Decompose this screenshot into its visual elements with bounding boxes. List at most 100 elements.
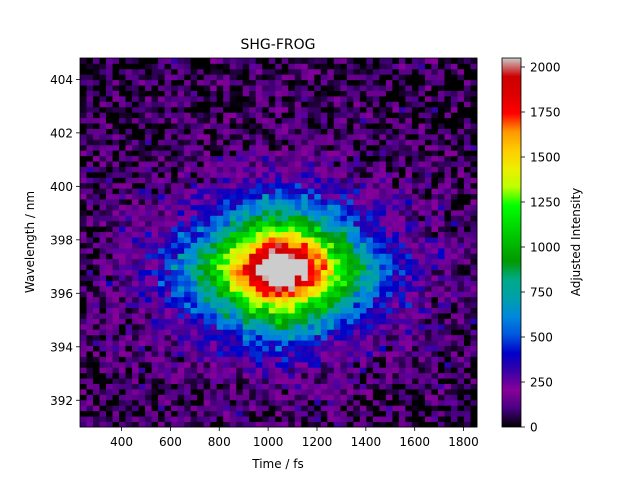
heatmap-cell [411,188,419,195]
heatmap-cell [418,313,426,319]
heatmap-cell [125,166,133,173]
heatmap-cell [353,307,361,314]
heatmap-cell [320,264,328,271]
heatmap-cell [359,182,367,189]
heatmap-cell [151,123,159,129]
heatmap-cell [431,361,439,368]
heatmap-cell [255,139,263,146]
heatmap-cell [242,361,250,368]
heatmap-cell [301,389,309,395]
heatmap-cell [86,296,94,303]
heatmap-cell [411,204,419,211]
heatmap-cell [327,269,335,276]
heatmap-cell [333,106,341,113]
heatmap-cell [288,139,296,146]
heatmap-cell [320,150,328,157]
heatmap-cell [307,117,315,124]
heatmap-cell [353,226,361,233]
heatmap-cell [411,340,419,347]
heatmap-cell [457,95,465,102]
heatmap-cell [457,253,465,260]
heatmap-cell [294,285,302,292]
heatmap-cell [197,410,205,417]
heatmap-cell [307,405,315,412]
heatmap-cell [444,340,452,347]
heatmap-cell [366,231,374,238]
heatmap-cell [145,150,152,157]
heatmap-cell [359,291,367,298]
heatmap-cell [268,329,276,336]
colorbar-tick-label: 1750 [530,106,561,120]
heatmap-cell [431,117,439,124]
heatmap-cell [249,242,257,249]
heatmap-cell [346,410,354,417]
heatmap-cell [359,209,367,216]
heatmap-cell [379,318,387,325]
heatmap-cell [210,237,218,243]
heatmap-cell [431,237,439,243]
heatmap-cell [463,389,471,395]
heatmap-cell [112,264,120,271]
heatmap-cell [353,123,361,129]
heatmap-cell [431,410,439,417]
heatmap-cell [385,177,393,184]
heatmap-cell [80,367,87,374]
heatmap-cell [340,285,348,292]
heatmap-cell [333,161,341,167]
heatmap-cell [158,166,166,173]
heatmap-cell [301,166,309,173]
heatmap-cell [229,188,237,195]
heatmap-cell [353,155,361,162]
heatmap-cell [333,220,341,227]
heatmap-cell [197,133,205,140]
heatmap-cell [93,367,100,374]
heatmap-cell [301,351,309,357]
heatmap-cell [281,285,289,292]
heatmap-cell [424,264,432,271]
heatmap-cell [236,302,244,309]
heatmap-cell [353,285,361,292]
heatmap-cell [249,79,257,86]
heatmap-cell [223,199,231,205]
heatmap-cell [242,161,250,167]
heatmap-cell [190,95,198,102]
heatmap-cell [470,150,478,157]
heatmap-cell [93,133,100,140]
heatmap-cell [320,247,328,254]
heatmap-cell [411,410,419,417]
heatmap-cell [262,242,270,249]
heatmap-cell [171,356,179,363]
heatmap-cell [99,405,107,412]
heatmap-cell [236,171,244,178]
heatmap-cell [119,193,126,200]
heatmap-cell [93,258,100,265]
heatmap-cell [177,226,185,233]
heatmap-cell [379,291,387,298]
chart-title: SHG-FROG [241,37,316,53]
heatmap-cell [333,258,341,265]
heatmap-cell [197,275,205,281]
heatmap-cell [249,226,257,233]
heatmap-cell [112,106,120,113]
heatmap-cell [372,285,380,292]
heatmap-cell [333,416,341,422]
heatmap-cell [164,296,172,303]
heatmap-cell [301,112,309,119]
heatmap-cell [437,188,445,195]
heatmap-cell [171,95,179,102]
heatmap-cell [164,150,172,157]
heatmap-cell [463,74,471,81]
heatmap-cell [353,340,361,347]
heatmap-cell [164,231,172,238]
heatmap-cell [249,128,257,135]
heatmap-cell [223,79,231,86]
heatmap-cell [379,410,387,417]
heatmap-cell [437,351,445,357]
heatmap-cell [294,117,302,124]
heatmap-cell [125,112,133,119]
heatmap-cell [203,269,211,276]
heatmap-cell [86,112,94,119]
heatmap-cell [346,313,354,319]
heatmap-cell [132,356,139,363]
heatmap-cell [470,399,478,406]
